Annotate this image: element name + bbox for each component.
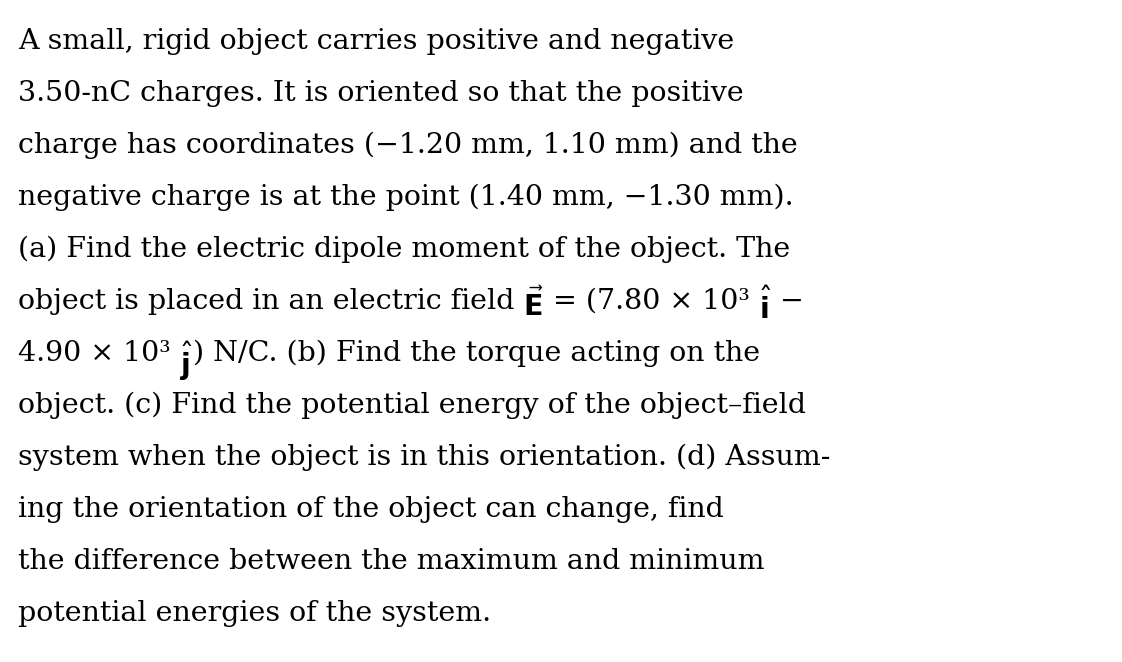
Text: (a) Find the electric dipole moment of the object. The: (a) Find the electric dipole moment of t… <box>18 236 790 263</box>
Text: negative charge is at the point (1.40 mm, −1.30 mm).: negative charge is at the point (1.40 mm… <box>18 184 793 211</box>
Text: ) N/C. (b) Find the torque acting on the: ) N/C. (b) Find the torque acting on the <box>193 340 760 367</box>
Text: A small, rigid object carries positive and negative: A small, rigid object carries positive a… <box>18 28 734 55</box>
Text: = (7.80 × 10³: = (7.80 × 10³ <box>544 288 758 315</box>
Text: $\vec{\mathbf{E}}$: $\vec{\mathbf{E}}$ <box>523 288 544 322</box>
Text: object. (c) Find the potential energy of the object–field: object. (c) Find the potential energy of… <box>18 392 806 419</box>
Text: object is placed in an electric field: object is placed in an electric field <box>18 288 523 315</box>
Text: 4.90 × 10³: 4.90 × 10³ <box>18 340 180 367</box>
Text: potential energies of the system.: potential energies of the system. <box>18 600 491 627</box>
Text: ing the orientation of the object can change, find: ing the orientation of the object can ch… <box>18 496 724 523</box>
Text: the difference between the maximum and minimum: the difference between the maximum and m… <box>18 548 764 575</box>
Text: 3.50-nC charges. It is oriented so that the positive: 3.50-nC charges. It is oriented so that … <box>18 80 744 107</box>
Text: $\hat{\mathbf{j}}$: $\hat{\mathbf{j}}$ <box>180 340 193 383</box>
Text: system when the object is in this orientation. (d) Assum-: system when the object is in this orient… <box>18 444 830 471</box>
Text: charge has coordinates (−1.20 mm, 1.10 mm) and the: charge has coordinates (−1.20 mm, 1.10 m… <box>18 132 798 160</box>
Text: −: − <box>771 288 804 315</box>
Text: $\hat{\mathbf{i}}$: $\hat{\mathbf{i}}$ <box>758 288 771 325</box>
